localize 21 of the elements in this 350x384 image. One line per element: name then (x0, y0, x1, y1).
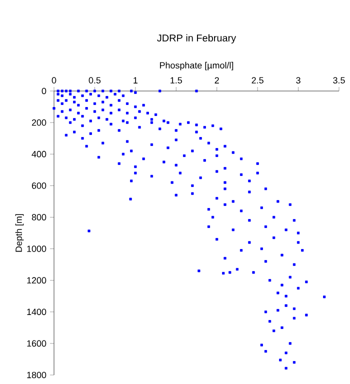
x-tick-label: 0.5 (88, 77, 101, 84)
y-tick-label: 400 (32, 150, 46, 158)
y-tick-label: 1400 (27, 308, 46, 316)
x-tick-label: 2 (214, 77, 219, 84)
y-tick-label: 200 (32, 119, 46, 126)
y-tick-label: 1800 (27, 372, 46, 378)
y-tick-label: 1000 (27, 246, 46, 252)
x-tick-label: 2.5 (252, 77, 264, 84)
y-tick-label: 0 (42, 88, 46, 94)
x-tick-label: 0 (52, 77, 56, 84)
y-tick-label: 1200 (27, 277, 46, 284)
x-tick-label: 1 (134, 77, 138, 84)
y-tick-label: 600 (32, 182, 46, 189)
y-axis-title: Depth [m] (15, 214, 24, 252)
x-tick-label: 3.5 (333, 77, 345, 84)
chart-title: JDRP in February (157, 34, 236, 44)
y-tick-label: 800 (32, 214, 46, 220)
x-tick-label: 3 (296, 77, 300, 84)
x-tick-label: 1.5 (170, 77, 182, 84)
x-axis-title: Phosphate [µmol/l] (160, 62, 234, 70)
y-tick-label: 1600 (27, 340, 46, 347)
